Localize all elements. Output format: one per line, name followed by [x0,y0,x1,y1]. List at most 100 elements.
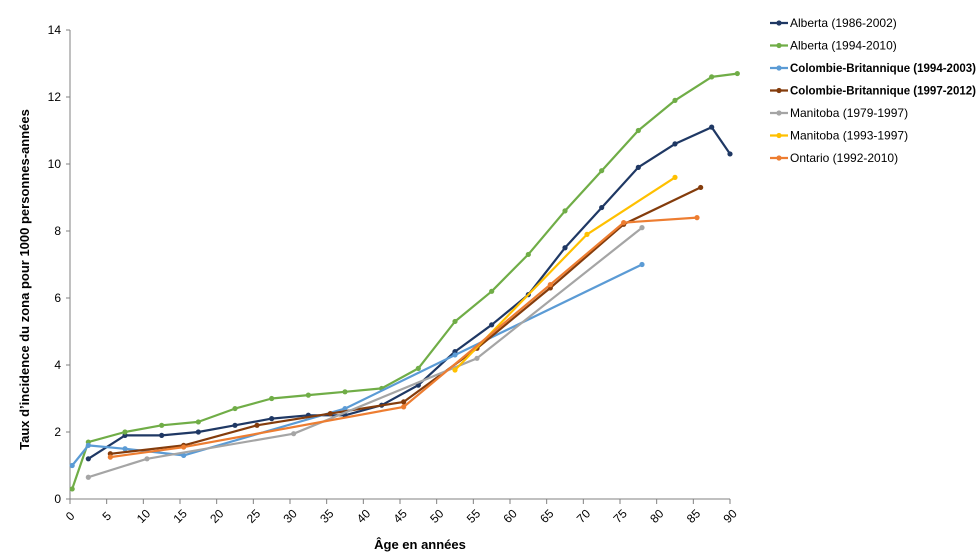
data-point [672,141,678,147]
y-tick-label: 0 [54,492,61,506]
x-tick-label: 50 [427,506,447,526]
series-1 [69,70,740,492]
series-6 [107,215,700,460]
legend-label: Colombie-Britannique (1997-2012) [790,86,976,98]
y-tick-label: 14 [48,23,62,37]
data-point [181,444,187,450]
data-point [639,261,645,268]
data-point [305,392,311,398]
x-tick-label: 45 [390,506,410,526]
x-tick-label: 85 [684,506,704,526]
legend-swatch-marker [776,65,782,71]
data-point [474,355,480,361]
data-point [181,452,187,459]
legend-item: Manitoba (1979-1997) [770,106,908,120]
x-tick-label: 75 [610,506,630,526]
legend-swatch-marker [776,110,782,116]
data-point [232,405,238,412]
data-point [415,365,421,371]
legend-label: Manitoba (1979-1997) [790,106,908,120]
data-point [269,395,275,402]
data-point [232,422,238,428]
data-point [525,251,531,258]
data-point [69,486,75,492]
data-point [562,208,568,214]
x-tick-label: 10 [134,506,154,526]
data-point [342,405,348,412]
legend-label: Alberta (1994-2010) [790,39,897,53]
data-point [698,184,704,191]
x-tick-label: 0 [63,509,78,524]
legend: Alberta (1986-2002) Alberta (1994-2010) Co… [770,16,976,165]
data-point [452,318,458,325]
data-point [709,124,715,130]
legend-swatch-marker [776,20,782,26]
data-point [672,174,678,180]
series-line [109,186,702,455]
series-line [109,216,699,459]
data-point [709,74,715,80]
series-4 [85,225,645,480]
data-point [635,127,641,134]
data-point [489,288,495,294]
data-point [599,204,605,211]
x-tick-label: 65 [537,506,557,526]
data-point [401,404,407,410]
legend-label: Manitoba (1993-1997) [790,129,908,143]
y-tick-label: 10 [48,157,62,171]
series-line [87,126,732,460]
data-point [85,456,91,462]
x-tick-label: 35 [317,506,337,526]
data-point [734,70,740,77]
data-point [122,429,128,435]
legend-item: Alberta (1986-2002) [770,16,897,30]
data-point [639,225,645,231]
data-point [85,442,91,448]
legend-item: Ontario (1992-2010) [770,151,898,165]
x-tick-label: 80 [647,506,667,526]
legend-swatch-marker [776,155,782,161]
x-tick-label: 70 [574,506,594,526]
x-tick-label: 5 [100,509,115,524]
legend-item: Colombie-Britannique (1994-2003) [770,63,976,75]
data-point [159,432,165,438]
x-axis-title: Âge en années [374,537,466,552]
data-point [547,282,553,288]
data-point [144,456,150,462]
data-point [327,410,333,417]
legend-item: Manitoba (1993-1997) [770,129,908,143]
data-point [727,151,733,157]
y-tick-label: 6 [54,291,61,305]
x-tick-label: 25 [244,506,264,526]
data-point [599,168,605,174]
data-point [584,231,590,237]
x-tick-label: 20 [207,506,227,526]
legend-item: Colombie-Britannique (1997-2012) [770,86,976,98]
legend-swatch-marker [776,132,782,139]
series-3 [107,184,704,457]
legend-label: Ontario (1992-2010) [790,151,898,165]
legend-label: Alberta (1986-2002) [790,16,897,30]
x-tick-label: 55 [464,506,484,526]
series-line [87,226,644,479]
data-point [621,220,627,226]
y-tick-label: 2 [54,425,61,439]
data-point [195,429,201,435]
data-point [254,422,260,428]
data-point [401,399,407,405]
legend-swatch-marker [776,87,782,94]
series-layer [69,70,740,492]
data-point [635,164,641,170]
x-tick-label: 90 [720,506,740,526]
data-point [107,454,113,460]
series-2 [69,261,645,469]
legend-label: Colombie-Britannique (1994-2003) [790,63,976,75]
y-axis-title: Taux d’incidence du zona pour 1000 perso… [17,109,32,450]
x-tick-label: 60 [500,506,520,526]
series-0 [85,124,733,462]
data-point [122,446,128,452]
data-point [159,422,165,428]
data-point [489,322,495,328]
legend-swatch-marker [776,42,782,49]
